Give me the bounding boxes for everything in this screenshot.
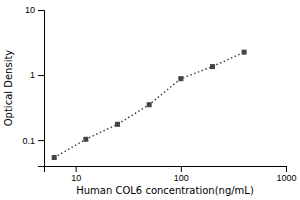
point — [178, 76, 183, 81]
x-tick-mark — [181, 166, 182, 172]
y-tick: 1 — [30, 70, 44, 80]
y-tick-mark — [38, 10, 44, 11]
x-tick: 1000 — [276, 166, 296, 183]
x-axis: 10 100 1000 — [45, 166, 297, 183]
point — [210, 64, 215, 69]
x-tick-mark — [286, 166, 287, 172]
point — [242, 50, 247, 55]
y-tick: 10 — [25, 5, 44, 15]
plot: 10 100 1000 0.1 1 10 — [22, 5, 296, 183]
y-tick-label: 10 — [25, 5, 35, 15]
point — [115, 122, 120, 127]
y-tick: 0.1 — [22, 135, 44, 145]
point — [83, 137, 88, 142]
y-tick-mark — [38, 140, 44, 141]
y-axis: 0.1 1 10 — [22, 5, 44, 166]
x-tick: 10 — [71, 166, 81, 183]
x-axis-line — [45, 167, 287, 173]
x-tick-label: 100 — [174, 173, 189, 183]
chart: 10 100 1000 0.1 1 10 Human COL6 concentration(… — [0, 0, 300, 200]
x-tick: 100 — [174, 166, 189, 183]
x-tick-mark — [76, 166, 77, 172]
point — [52, 155, 57, 160]
line — [54, 52, 244, 157]
series — [52, 50, 247, 160]
y-tick-label: 0.1 — [22, 135, 35, 145]
y-tick-label: 1 — [30, 70, 35, 80]
x-tick-label: 1000 — [276, 173, 296, 183]
x-axis-title: Human COL6 concentration(ng/mL) — [76, 185, 254, 196]
y-axis-line — [38, 11, 45, 167]
y-axis-title: Optical Density — [3, 50, 14, 127]
y-tick-mark — [38, 75, 44, 76]
point — [147, 102, 152, 107]
x-tick-label: 10 — [71, 173, 81, 183]
